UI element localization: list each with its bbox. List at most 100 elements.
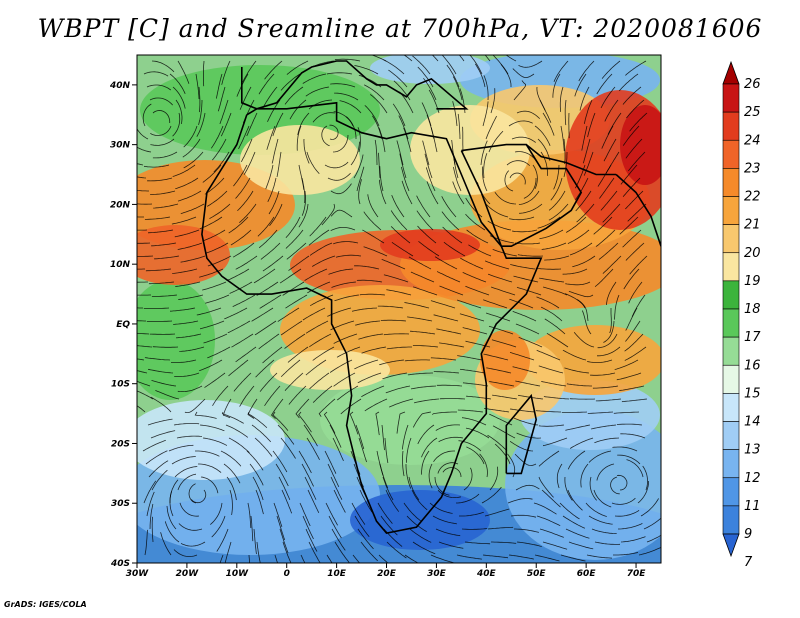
- streamline: [264, 60, 283, 80]
- streamline: [401, 166, 410, 192]
- streamline: [137, 370, 148, 374]
- streamline: [160, 532, 172, 556]
- streamline: [512, 68, 535, 78]
- streamline: [303, 424, 318, 447]
- lat-tick-label: EQ: [116, 320, 130, 330]
- streamline: [177, 60, 190, 84]
- streamline: [378, 152, 381, 179]
- streamline: [329, 424, 342, 448]
- streamline: [383, 59, 405, 75]
- streamline: [535, 267, 562, 270]
- streamline: [265, 164, 274, 190]
- streamline: [433, 314, 459, 322]
- streamline: [421, 450, 430, 475]
- streamline: [177, 385, 203, 392]
- streamline: [562, 349, 587, 361]
- streamline: [282, 541, 292, 563]
- streamline: [597, 164, 612, 187]
- colorbar-band: [722, 252, 740, 282]
- streamline: [360, 541, 378, 562]
- streamline: [625, 320, 641, 342]
- streamline: [534, 554, 560, 562]
- colorbar-top-arrow: [722, 60, 740, 85]
- streamline: [379, 166, 384, 192]
- streamline: [422, 140, 430, 166]
- streamline: [221, 411, 244, 424]
- streamline: [618, 523, 643, 530]
- lat-tick-label: 30S: [111, 499, 130, 509]
- streamline: [259, 372, 278, 392]
- streamline: [350, 141, 360, 166]
- streamline: [226, 476, 237, 501]
- streamline: [564, 99, 567, 126]
- streamline: [137, 320, 146, 322]
- streamline: [205, 294, 230, 304]
- streamline: [321, 125, 330, 147]
- streamline: [464, 541, 491, 545]
- lat-tick-label: 40N: [109, 81, 131, 91]
- colorbar-label: 13: [744, 443, 761, 458]
- streamline: [198, 463, 222, 473]
- streamline: [392, 103, 406, 127]
- streamline: [565, 424, 591, 431]
- streamline: [150, 125, 172, 136]
- streamline: [248, 554, 251, 563]
- streamline: [569, 437, 594, 449]
- streamline: [354, 359, 379, 370]
- streamline: [487, 526, 514, 530]
- streamline: [510, 264, 536, 270]
- streamline: [625, 190, 644, 210]
- streamline: [203, 333, 228, 344]
- streamline: [439, 398, 466, 400]
- streamline: [168, 444, 194, 452]
- streamline: [509, 298, 534, 309]
- streamline: [622, 229, 642, 248]
- streamline: [246, 450, 264, 471]
- streamline: [408, 256, 432, 270]
- streamline: [289, 99, 307, 120]
- streamline: [459, 313, 485, 322]
- colorbar-band: [722, 421, 740, 450]
- streamline: [207, 346, 231, 359]
- colorbar-label: 18: [744, 302, 761, 317]
- streamline: [486, 367, 512, 374]
- streamline: [515, 380, 541, 387]
- streamline: [417, 66, 434, 88]
- streamline: [518, 337, 543, 348]
- streamline: [582, 138, 591, 164]
- colorbar-band: [722, 168, 740, 197]
- streamline: [516, 110, 540, 119]
- streamline: [412, 286, 438, 296]
- colorbar-label: 11: [744, 499, 761, 514]
- field-patch: [137, 400, 285, 480]
- coastline: [615, 173, 661, 247]
- streamline: [364, 105, 380, 127]
- streamline: [410, 271, 435, 283]
- streamline: [518, 190, 540, 205]
- streamline: [602, 203, 621, 223]
- streamline: [306, 437, 320, 460]
- streamline: [202, 281, 227, 291]
- streamline: [251, 424, 271, 443]
- lon-tick-label: 10E: [327, 569, 347, 579]
- streamline: [195, 450, 220, 457]
- streamline: [329, 124, 339, 140]
- latitude-axis: 40N 30N 20N 10N EQ 10S 20S 30S 40S: [109, 81, 137, 569]
- streamline: [309, 333, 332, 348]
- streamline: [640, 498, 659, 517]
- streamline: [216, 528, 229, 552]
- streamline: [456, 493, 480, 504]
- streamline: [199, 359, 223, 372]
- streamline: [330, 209, 353, 218]
- streamline: [461, 417, 487, 426]
- streamline: [247, 398, 258, 419]
- streamline: [469, 55, 483, 75]
- streamline: [175, 99, 183, 124]
- streamline: [500, 64, 512, 87]
- streamline: [303, 138, 310, 164]
- streamline: [494, 191, 517, 205]
- streamline: [284, 333, 306, 349]
- streamline: [356, 279, 383, 283]
- streamline: [325, 502, 338, 526]
